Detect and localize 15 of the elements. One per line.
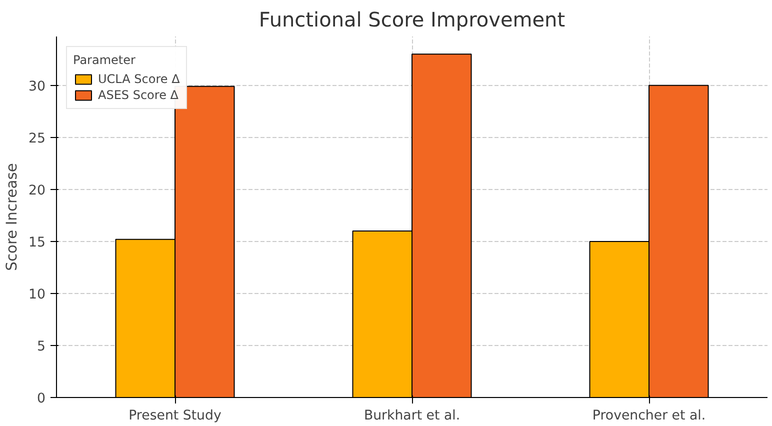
x-tick-label: Provencher et al.: [592, 408, 706, 424]
y-axis-title: Score Increase: [4, 163, 21, 271]
y-tick-label: 0: [37, 392, 46, 406]
y-tick-label: 10: [28, 287, 46, 302]
legend-title: Parameter: [73, 53, 136, 67]
y-tick-label: 5: [37, 339, 46, 354]
y-tick-label: 25: [28, 131, 46, 146]
y-tick-label: 30: [28, 79, 46, 94]
chart-title: Functional Score Improvement: [258, 8, 566, 32]
legend-label: ASES Score Δ: [98, 88, 178, 102]
x-tick-label: Burkhart et al.: [364, 408, 460, 424]
legend-label: UCLA Score Δ: [98, 72, 180, 86]
y-tick-label: 20: [28, 183, 46, 198]
x-tick-label: Present Study: [128, 408, 222, 424]
y-tick-label: 15: [28, 235, 46, 250]
